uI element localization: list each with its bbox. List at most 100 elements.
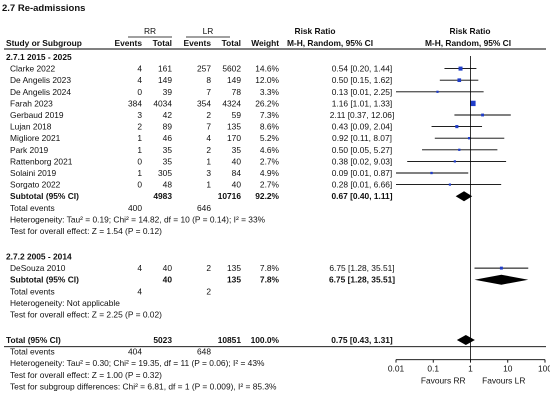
lr-group-header: LR [203,26,214,36]
subgroup-1-study-6-lr-events: 7 [206,122,211,132]
subgroup-1-study-4-lr-events: 354 [197,98,211,108]
subgroup-1-subtotal-ci: 0.67 [0.40, 1.11] [332,191,393,201]
subgroup-1-study-10-name: Solaini 2019 [10,168,56,178]
subgroup-1-study-9-rr-total: 35 [163,156,173,166]
overall-ci: 0.75 [0.43, 1.31] [331,335,393,345]
subgroup-1-subtotal-diamond [455,191,473,202]
overall-label: Total (95% CI) [6,335,61,345]
favours-left-label: Favours RR [421,376,466,386]
subgroup-1-study-4-ci: 1.16 [1.01, 1.33] [332,98,393,108]
subgroup-1-study-2-point [457,78,462,83]
subgroup-1-study-6-lr-total: 135 [227,122,241,132]
x-tick-label-2: 0.1 [427,364,439,374]
subgroup-1-study-6-rr-events: 2 [137,122,142,132]
subgroup-1-subtotal-lr-total: 10716 [218,191,242,201]
subgroup-2-subtotal-ci: 6.75 [1.28, 35.51] [329,275,395,285]
subgroup-1-events-rr: 400 [128,203,142,213]
overall-diamond [456,335,475,346]
subgroup-1-study-1-lr-total: 5602 [222,64,241,74]
subgroup-1-study-5-rr-total: 42 [163,110,173,120]
subgroup-1-study-5-point [481,113,484,117]
subgroup-1-study-10-ci: 0.09 [0.01, 0.87] [332,168,393,178]
subgroup-1-study-11-weight: 2.7% [260,180,280,190]
subgroup-1-study-6-rr-total: 89 [163,122,173,132]
overall-rr-total: 5023 [153,335,172,345]
subgroup-1-study-9-name: Rattenborg 2021 [10,156,73,166]
subgroup-2-heterogeneity: Heterogeneity: Not applicable [10,298,120,308]
subgroup-2-label: 2.7.2 2005 - 2014 [6,252,72,262]
x-tick-label-4: 10 [503,364,513,374]
lr-total-header: Total [222,38,241,48]
subgroup-1-study-6-ci: 0.43 [0.09, 2.04] [332,122,393,132]
subgroup-1-heterogeneity: Heterogeneity: Tau² = 0.19; Chi² = 14.82… [10,214,266,224]
subgroup-2-overall-effect: Test for overall effect: Z = 2.25 (P = 0… [10,310,162,320]
subgroup-1-study-11-rr-events: 0 [137,180,142,190]
subgroup-1-study-2-lr-total: 149 [227,75,241,85]
subgroup-1-events-label: Total events [10,203,55,213]
subgroup-1-study-5-ci: 2.11 [0.37, 12.06] [330,110,395,120]
subgroup-1-subtotal-weight: 92.2% [255,191,279,201]
subgroup-1-study-8-weight: 4.6% [260,145,280,155]
subgroup-1-study-10-lr-total: 84 [232,168,242,178]
subgroup-1-study-7-ci: 0.92 [0.11, 8.07] [332,133,392,143]
subgroup-1-study-7-lr-events: 4 [206,133,211,143]
subgroup-1-study-6-point [455,125,459,129]
subgroup-1-study-5-lr-total: 59 [232,110,242,120]
subgroup-1-overall-effect: Test for overall effect: Z = 1.54 (P = 0… [10,226,162,236]
subgroup-1-study-1-rr-total: 161 [158,64,172,74]
lr-events-header: Events [184,38,212,48]
subgroup-2-study-1-weight: 7.8% [260,263,280,273]
subgroup-1-study-2-ci: 0.50 [0.15, 1.62] [332,75,393,85]
overall-lr-total: 10851 [218,335,242,345]
subgroup-2-study-1-name: DeSouza 2010 [10,263,66,273]
subgroup-2-events-label: Total events [10,286,55,296]
subgroup-1-study-2-name: De Angelis 2023 [10,75,71,85]
favours-right-label: Favours LR [482,376,525,386]
subgroup-1-study-3-rr-total: 39 [163,87,173,97]
subgroup-1-study-1-ci: 0.54 [0.20, 1.44] [332,64,393,74]
subgroup-1-study-9-rr-events: 0 [137,156,142,166]
subgroup-1-study-7-name: Migliore 2021 [10,133,61,143]
subgroup-1-study-8-lr-total: 35 [232,145,242,155]
subgroup-1-study-8-point [458,148,461,151]
subgroup-1-study-6-name: Lujan 2018 [10,122,52,132]
subgroup-1-study-6-weight: 8.6% [260,122,280,132]
subgroup-1-study-8-lr-events: 2 [206,145,211,155]
overall-events-lr: 648 [197,347,211,357]
subgroup-1-subtotal-rr-total: 4983 [153,191,172,201]
subgroup-1-study-9-weight: 2.7% [260,156,280,166]
subgroup-1-study-2-lr-events: 8 [206,75,211,85]
subgroup-1-subtotal-label: Subtotal (95% CI) [10,191,79,201]
subgroup-2-subtotal-weight: 7.8% [260,275,280,285]
subgroup-1-study-4-rr-total: 4034 [153,98,172,108]
subgroup-1-study-10-rr-total: 305 [158,168,172,178]
subgroup-1-study-3-ci: 0.13 [0.01, 2.25] [332,87,393,97]
subgroup-2-subtotal-rr-total: 40 [163,275,173,285]
subgroup-1-study-3-lr-total: 78 [232,87,242,97]
weight-header: Weight [251,38,279,48]
subgroup-1-label: 2.7.1 2015 - 2025 [6,52,72,62]
x-tick-label-5: 100 [538,364,550,374]
subgroup-1-study-8-rr-total: 35 [163,145,173,155]
subgroup-1-study-10-point [430,171,433,175]
subgroup-1-study-10-weight: 4.9% [260,168,280,178]
subgroup-1-study-4-lr-total: 4324 [222,98,241,108]
subgroup-1-study-11-lr-events: 1 [206,180,211,190]
subgroup-1-study-2-rr-events: 4 [137,75,142,85]
subgroup-1-study-4-rr-events: 384 [128,98,142,108]
subgroup-1-study-1-rr-events: 4 [137,64,142,74]
subgroup-2-study-1-ci: 6.75 [1.28, 35.51] [329,263,394,273]
subgroup-2-study-1-point [499,266,503,270]
subgroup-1-study-11-name: Sorgato 2022 [10,180,61,190]
subgroup-1-study-4-weight: 26.2% [255,98,279,108]
subgroup-1-study-1-name: Clarke 2022 [10,64,56,74]
subgroup-1-study-9-lr-events: 1 [206,156,211,166]
rr-events-header: Events [115,38,143,48]
subgroup-1-study-1-point [458,66,463,71]
x-tick-label-3: 1 [468,364,473,374]
subgroup-1-study-11-point [448,183,452,186]
subgroup-1-study-5-rr-events: 3 [137,110,142,120]
subgroup-1-study-4-point [470,100,476,107]
subgroup-1-study-3-point [436,90,439,93]
